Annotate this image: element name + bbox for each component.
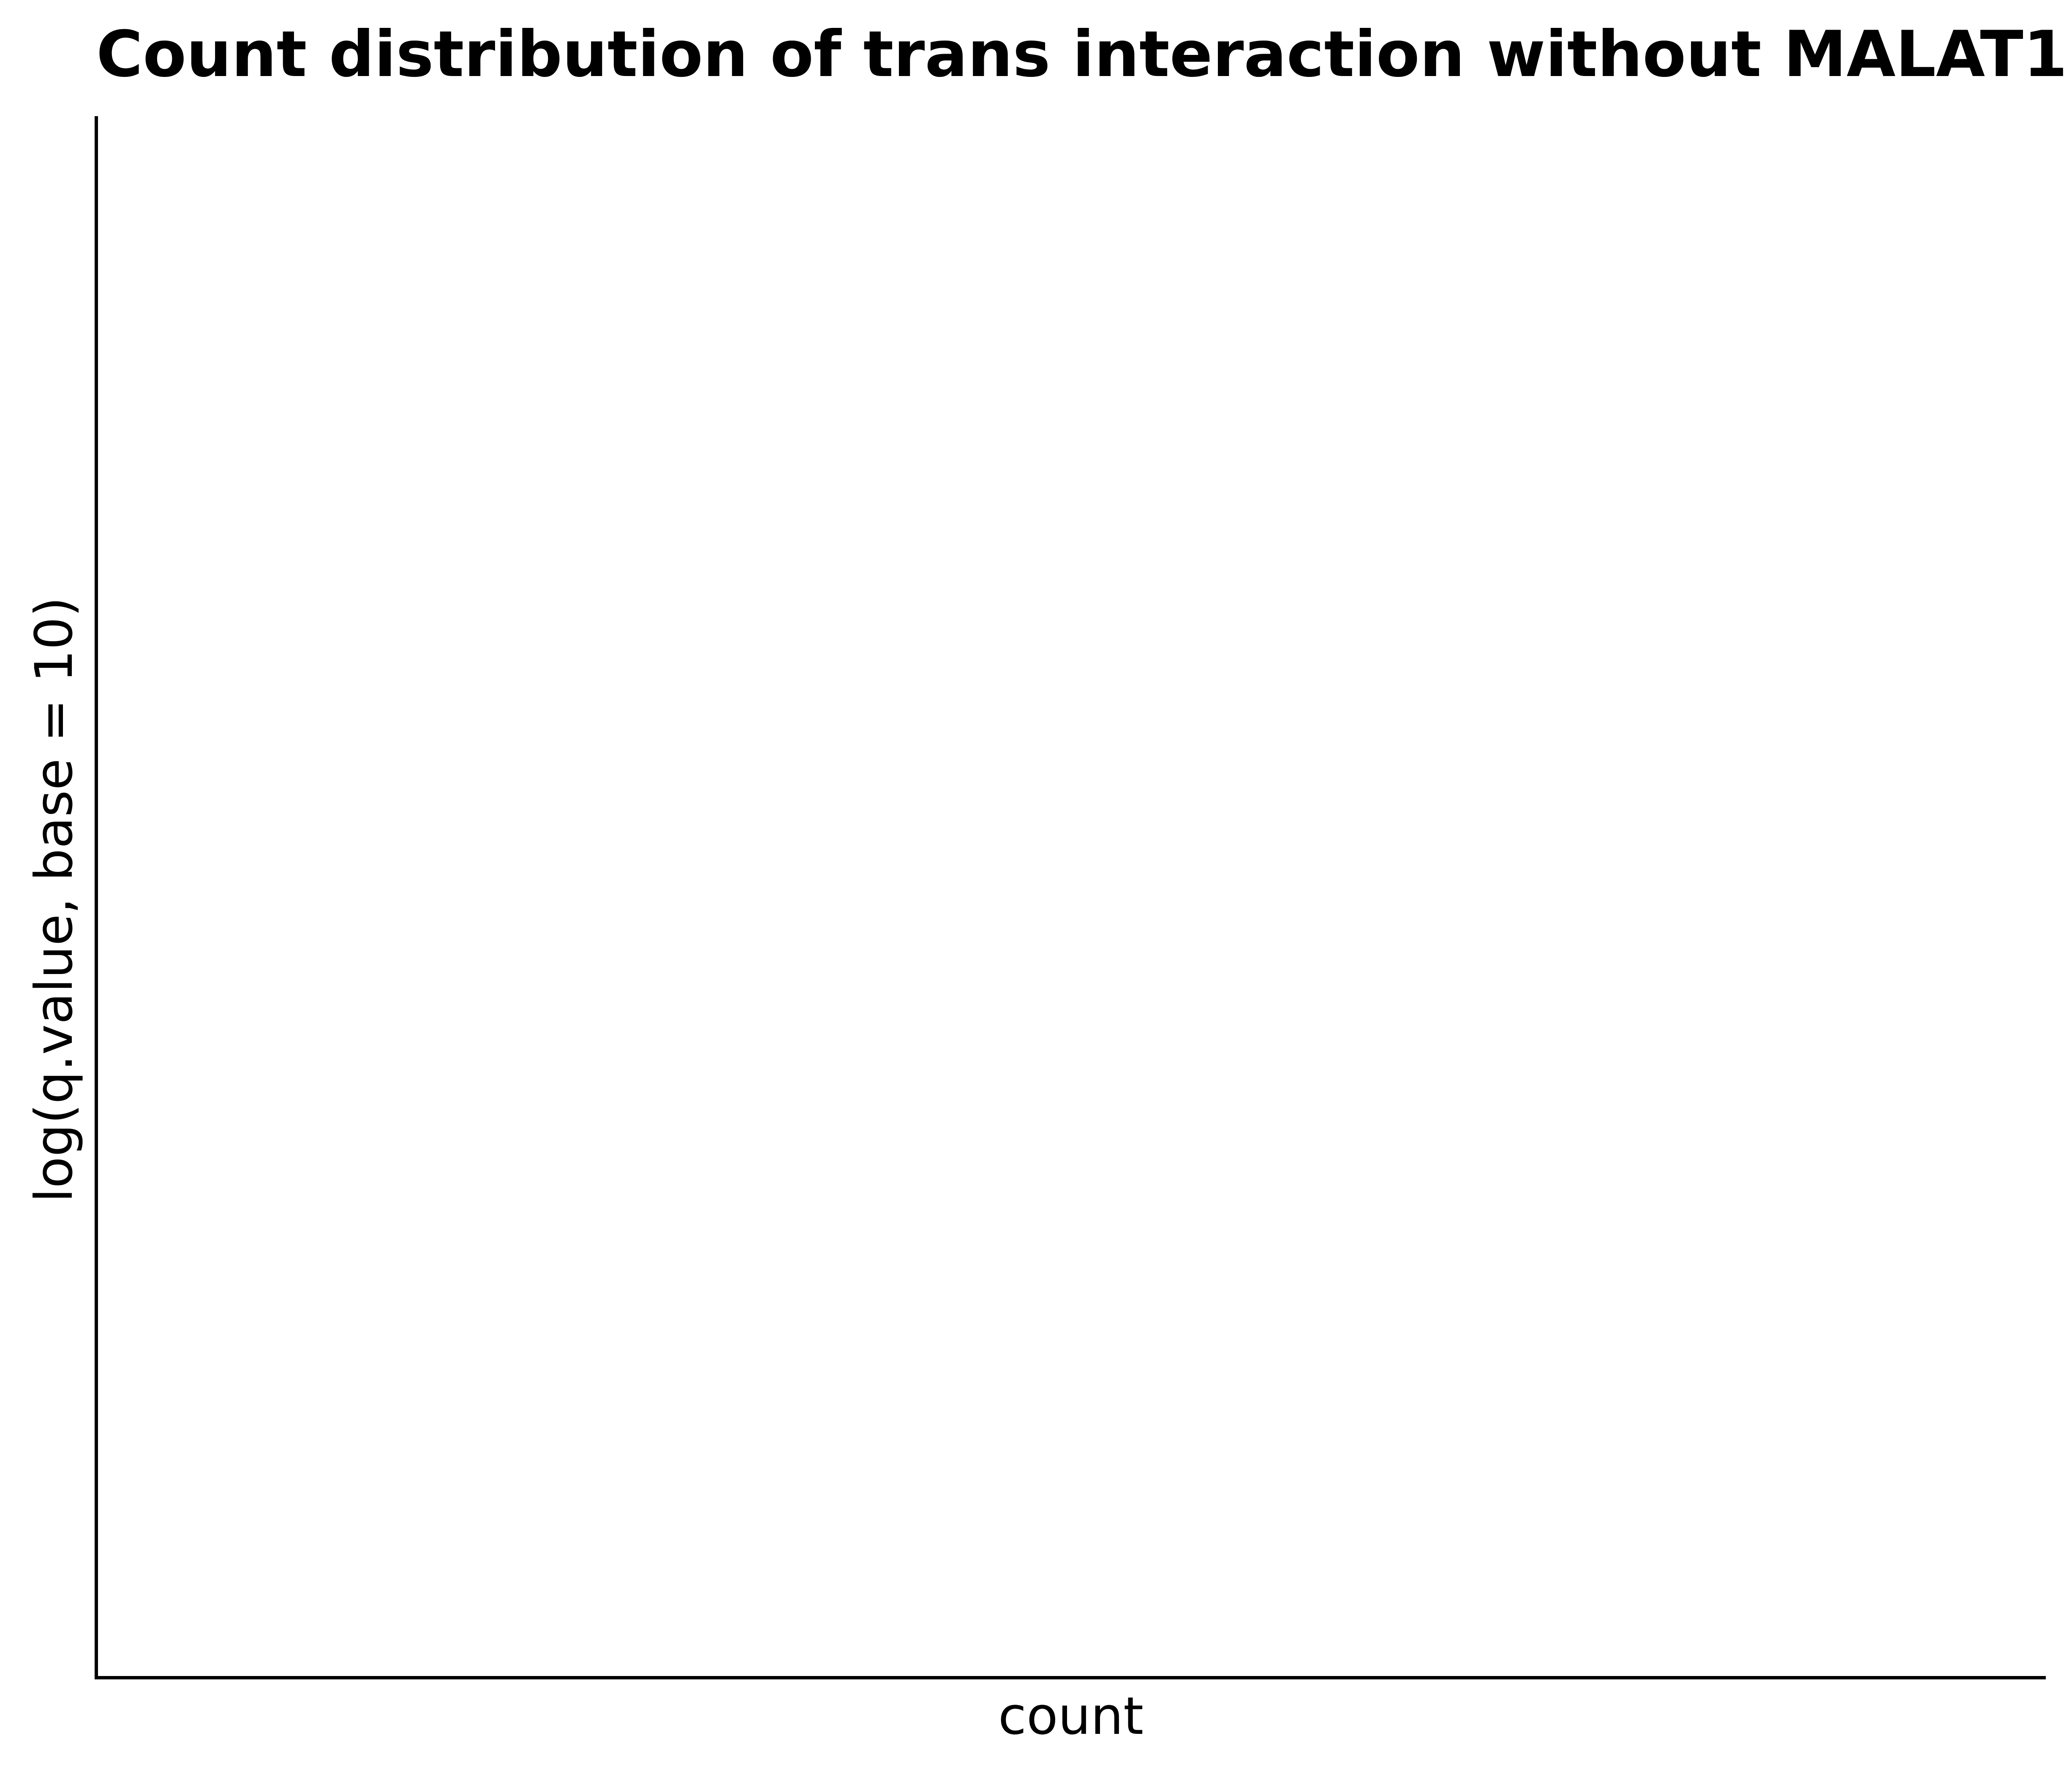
x-axis-label: count [998, 1686, 1144, 1746]
y-axis-label: log(q.value, base = 10) [24, 597, 84, 1203]
chart-title: Count distribution of trans interaction … [96, 18, 2067, 91]
plot-area [95, 116, 2046, 1679]
